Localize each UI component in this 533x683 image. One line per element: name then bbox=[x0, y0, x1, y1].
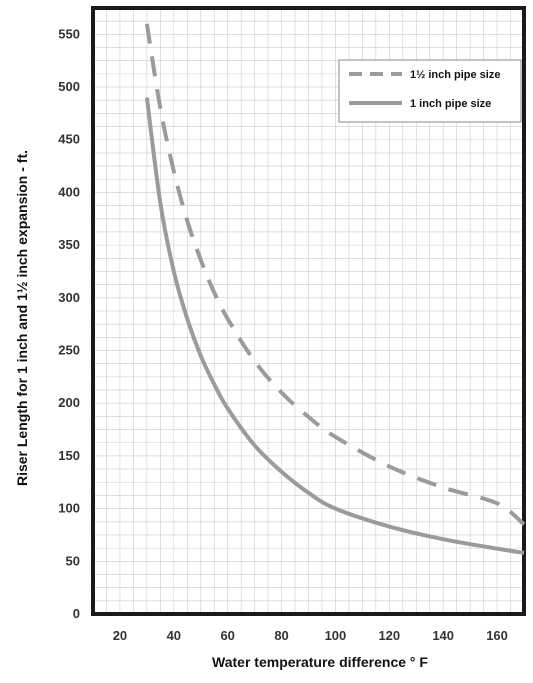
x-tick-label: 20 bbox=[113, 628, 127, 643]
x-tick-label: 80 bbox=[274, 628, 288, 643]
y-tick-label: 450 bbox=[58, 132, 80, 147]
x-tick-label: 100 bbox=[325, 628, 347, 643]
x-tick-label: 140 bbox=[432, 628, 454, 643]
y-tick-label: 150 bbox=[58, 448, 80, 463]
y-tick-label: 550 bbox=[58, 26, 80, 41]
y-tick-label: 400 bbox=[58, 184, 80, 199]
x-axis-title: Water temperature difference ° F bbox=[212, 654, 428, 670]
legend-label-1-5-inch: 1½ inch pipe size bbox=[410, 69, 500, 81]
axis-layer: 0 50 100 150 200 250 300 350 400 450 500 550 20 40 60 8… bbox=[58, 6, 526, 643]
legend-label-1-inch: 1 inch pipe size bbox=[410, 98, 491, 110]
x-tick-label: 40 bbox=[167, 628, 181, 643]
series-layer bbox=[144, 23, 526, 555]
y-tick-label: 500 bbox=[58, 79, 80, 94]
x-tick-label: 60 bbox=[220, 628, 234, 643]
series-line-1-5-inch bbox=[144, 23, 526, 526]
legend-box bbox=[338, 59, 522, 123]
x-tick-label: 160 bbox=[486, 628, 508, 643]
y-tick-label: 250 bbox=[58, 343, 80, 358]
plot-frame bbox=[91, 6, 526, 616]
y-tick-label: 100 bbox=[58, 501, 80, 516]
series-line-1-inch bbox=[144, 97, 525, 555]
y-tick-label: 200 bbox=[58, 395, 80, 410]
y-tick-label: 0 bbox=[73, 606, 80, 621]
y-tick-label: 50 bbox=[66, 553, 80, 568]
y-tick-label: 350 bbox=[58, 237, 80, 252]
y-tick-label: 300 bbox=[58, 290, 80, 305]
x-tick-label: 120 bbox=[378, 628, 400, 643]
y-axis-title: Riser Length for 1 inch and 1½ inch expa… bbox=[14, 150, 30, 486]
legend: 1½ inch pipe size 1 inch pipe size bbox=[338, 59, 522, 123]
